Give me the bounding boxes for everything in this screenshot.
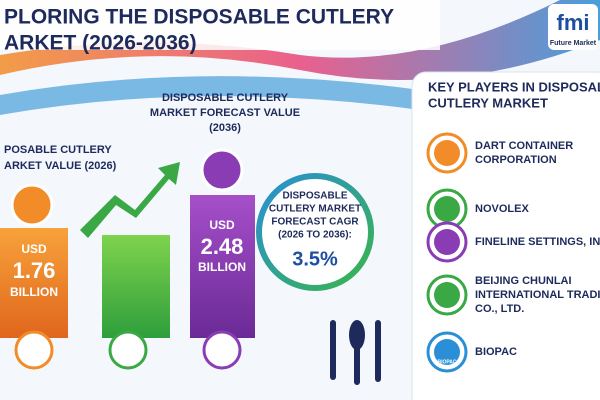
swoosh (0, 76, 420, 115)
player-icon-inner (434, 229, 460, 255)
label: MARKET FORECAST VALUE (150, 107, 300, 119)
icon (108, 330, 148, 370)
player-name: DART CONTAINER (475, 140, 573, 152)
panel-title: KEY PLAYERS IN DISPOSAL (428, 79, 600, 94)
player-name: CO., LTD. (475, 303, 524, 315)
label: DISPOSABLE CUTLERY (162, 92, 289, 104)
unit: BILLION (198, 260, 246, 274)
player-name: CORPORATION (475, 154, 557, 166)
logo-caption: Future Market (550, 40, 597, 47)
icon (200, 148, 244, 192)
swoosh (0, 0, 600, 80)
title: ARKET (2026-2036) (4, 32, 197, 55)
label: (2026 TO 2036): (278, 230, 352, 241)
title-band (0, 0, 440, 50)
bar-mid (102, 235, 170, 338)
label: FORECAST CAGR (271, 217, 359, 228)
player-name: FINELINE SETTINGS, INC (475, 236, 600, 248)
player-icon-inner (434, 140, 460, 166)
cagr-circle (256, 173, 374, 291)
logo-box (548, 4, 598, 50)
label: DISPOSABLE (282, 191, 347, 202)
player-name: BEIJING CHUNLAI (475, 275, 572, 287)
amount: 2.48 (201, 234, 244, 259)
logo: fmi (557, 10, 590, 35)
label: (2036) (209, 122, 241, 134)
label: POSABLE CUTLERY (4, 144, 112, 156)
title: PLORING THE DISPOSABLE CUTLERY (4, 6, 394, 29)
player-icon-inner (434, 282, 460, 308)
icon (202, 330, 242, 370)
currency: USD (209, 218, 235, 232)
badge: BIOPAC (437, 359, 456, 365)
cagr-value: 3.5% (292, 248, 338, 270)
bar-2026 (0, 228, 68, 338)
player-name: BIOPAC (475, 346, 517, 358)
player-icon-inner (434, 196, 460, 222)
growth-arrow (80, 162, 180, 238)
player-name: INTERNATIONAL TRADIN (475, 289, 600, 301)
currency: USD (21, 242, 47, 256)
unit: BILLION (10, 285, 58, 299)
player-name: NOVOLEX (475, 203, 529, 215)
players-list: DART CONTAINER CORPORATION NOVOLEX FINELINE… (426, 132, 600, 373)
panel-title: CUTLERY MARKET (428, 95, 548, 110)
cutlery-icons (330, 320, 381, 385)
icon (14, 330, 54, 370)
amount: 1.76 (13, 258, 56, 283)
label: ARKET VALUE (2026) (4, 160, 117, 172)
player-icon-inner (434, 339, 460, 365)
icon (10, 183, 54, 227)
label: CUTLERY MARKET (269, 204, 361, 215)
bar-2036 (190, 195, 255, 338)
